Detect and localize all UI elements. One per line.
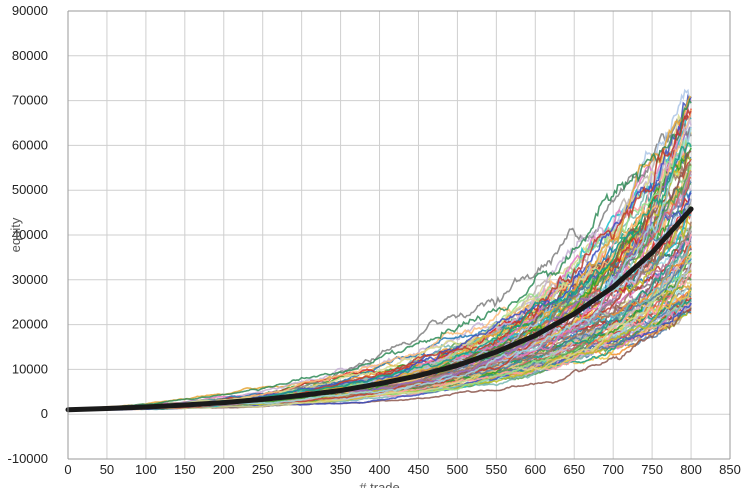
tick-labels: 0 50 100 150 200 250 300 350 400 450 500 550 600 650 7… [8, 3, 741, 477]
x-tick-label: 400 [369, 462, 391, 477]
x-tick-label: 350 [330, 462, 352, 477]
x-tick-label: 150 [174, 462, 196, 477]
axes [67, 10, 731, 460]
x-tick-label: 650 [563, 462, 585, 477]
y-tick-label: 40000 [12, 227, 48, 242]
x-tick-label: 750 [641, 462, 663, 477]
mean-path [65, 206, 694, 413]
y-tick-label: 80000 [12, 48, 48, 63]
x-tick-label: 100 [135, 462, 157, 477]
x-tick-label: 450 [408, 462, 430, 477]
x-tick-label: 200 [213, 462, 235, 477]
y-tick-label: 0 [41, 406, 48, 421]
x-tick-label: 550 [486, 462, 508, 477]
y-tick-label: -10000 [8, 451, 48, 466]
y-tick-label: 90000 [12, 3, 48, 18]
y-tick-label: 50000 [12, 182, 48, 197]
x-axis-label: # trade [359, 480, 399, 488]
x-tick-label: 600 [524, 462, 546, 477]
y-tick-label: 70000 [12, 93, 48, 108]
y-tick-label: 30000 [12, 272, 48, 287]
x-tick-label: 50 [100, 462, 114, 477]
y-tick-label: 20000 [12, 317, 48, 332]
y-tick-label: 10000 [12, 361, 48, 376]
mean-path-layer [65, 206, 694, 413]
x-tick-label: 500 [447, 462, 469, 477]
x-tick-label: 300 [291, 462, 313, 477]
y-axis-label: equity [8, 217, 23, 252]
x-tick-label: 0 [64, 462, 71, 477]
x-tick-label: 250 [252, 462, 274, 477]
x-tick-label: 850 [719, 462, 741, 477]
x-tick-label: 700 [602, 462, 624, 477]
simulated-path [67, 98, 692, 411]
x-tick-label: 800 [680, 462, 702, 477]
y-tick-label: 60000 [12, 137, 48, 152]
